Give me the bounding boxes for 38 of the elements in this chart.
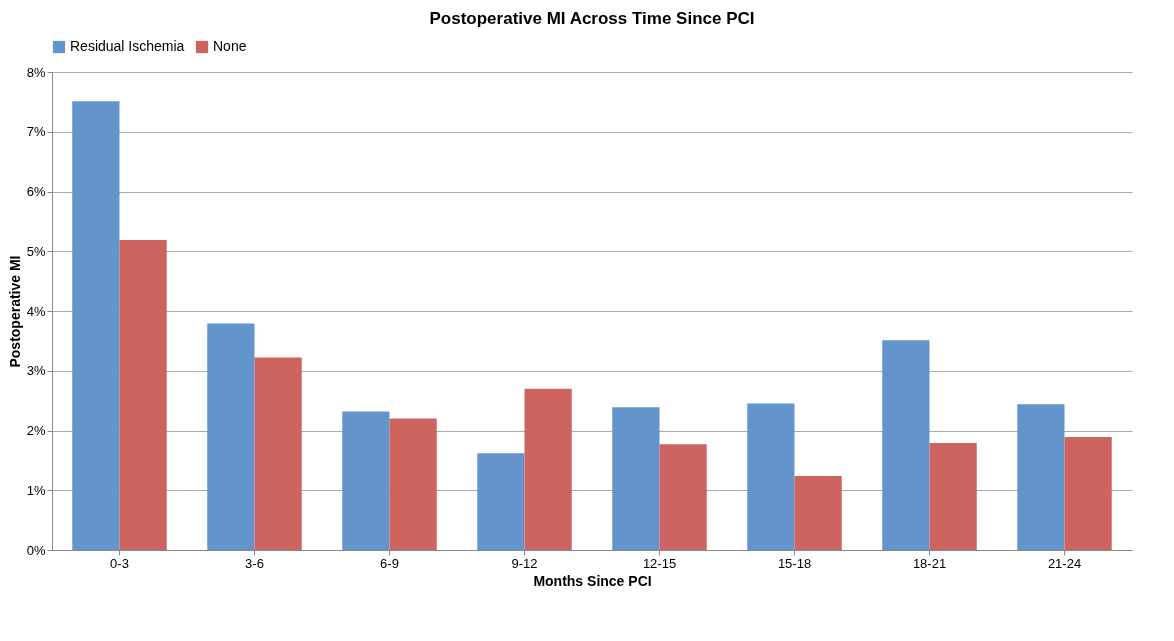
x-axis-title: Months Since PCI bbox=[533, 572, 652, 589]
bar bbox=[477, 453, 525, 550]
bar bbox=[119, 239, 167, 550]
x-tick-label: 6-9 bbox=[380, 555, 399, 571]
bar bbox=[389, 418, 437, 550]
bar bbox=[207, 323, 255, 550]
bar bbox=[659, 444, 707, 550]
x-tick-label: 18-21 bbox=[912, 555, 947, 571]
y-tick-label: 6% bbox=[26, 184, 46, 199]
x-tick-label: 3-6 bbox=[245, 555, 264, 571]
bar bbox=[929, 443, 977, 550]
bar bbox=[794, 475, 842, 550]
bar bbox=[882, 340, 930, 550]
bar bbox=[524, 388, 572, 550]
x-tick-label: 9-12 bbox=[511, 555, 538, 571]
y-tick-label: 0% bbox=[26, 542, 46, 558]
y-tick-label: 2% bbox=[26, 423, 46, 438]
y-tick-label: 4% bbox=[26, 303, 46, 319]
y-tick-label: 1% bbox=[26, 482, 46, 498]
y-axis-title: Postoperative MI bbox=[6, 255, 23, 368]
bar bbox=[342, 411, 390, 550]
x-tick-label: 0-3 bbox=[110, 555, 129, 571]
bar bbox=[254, 357, 302, 550]
bar bbox=[1064, 437, 1112, 550]
y-tick-label: 5% bbox=[26, 243, 46, 259]
legend-label: None bbox=[213, 38, 247, 54]
bar bbox=[747, 403, 795, 550]
x-tick-label: 15-18 bbox=[777, 555, 812, 571]
chart-title: Postoperative MI Across Time Since PCI bbox=[429, 9, 755, 28]
x-tick-label: 12-15 bbox=[642, 555, 677, 571]
bar bbox=[72, 101, 120, 550]
y-tick-label: 7% bbox=[26, 124, 46, 140]
y-tick-label: 3% bbox=[26, 363, 46, 379]
bar bbox=[1017, 404, 1065, 550]
legend-label: Residual Ischemia bbox=[70, 38, 185, 54]
bar bbox=[612, 407, 660, 550]
y-tick-label: 8% bbox=[26, 64, 46, 80]
x-tick-label: 21-24 bbox=[1047, 555, 1082, 571]
